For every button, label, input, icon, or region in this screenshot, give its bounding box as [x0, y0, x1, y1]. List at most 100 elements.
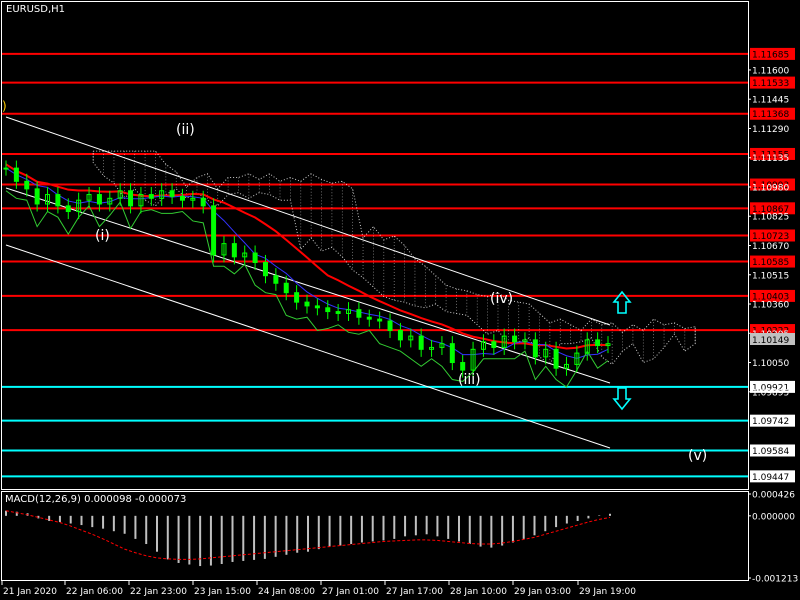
ichimoku-cloud	[92, 150, 696, 366]
x-tick-label: 22 Jan 23:00	[130, 587, 187, 597]
candle-body	[76, 199, 82, 213]
candle-body	[532, 339, 538, 358]
resistance-label-box	[750, 147, 795, 160]
candle-body	[190, 197, 196, 201]
y-tick-label: 1.11135	[752, 154, 789, 164]
candle-body	[252, 252, 258, 263]
resistance-label: 1.10585	[752, 258, 789, 268]
y-tick-label: 1.11445	[752, 96, 789, 106]
down-arrow-icon	[612, 387, 632, 411]
candle-body	[45, 194, 51, 205]
x-tick-label: 29 Jan 03:00	[514, 587, 571, 597]
macd-tick-label: 0.000000	[752, 512, 795, 522]
candle-body	[273, 275, 279, 284]
current-price-label: 1.10149	[752, 336, 789, 346]
candle-body	[65, 205, 71, 213]
wave-label-ii: (ii)	[176, 122, 195, 138]
macd-tick-label: 0.000426	[752, 491, 795, 501]
candle-body	[335, 311, 341, 314]
support-label-box	[750, 470, 795, 483]
candle-body	[377, 318, 383, 322]
wave-label-i: (i)	[95, 228, 110, 244]
resistance-label-box	[750, 178, 795, 191]
y-tick-label: 1.10980	[752, 183, 789, 193]
x-tick-label: 21 Jan 2020	[3, 587, 57, 597]
candle-body	[605, 343, 611, 347]
wave-label-v: (v)	[688, 448, 707, 464]
support-label: 1.09742	[752, 417, 789, 427]
candle-body	[460, 362, 466, 371]
candle-body	[55, 194, 61, 207]
resistance-label-box	[750, 76, 795, 89]
candle-body	[107, 197, 113, 205]
candle-body	[397, 329, 403, 341]
moving-averages	[5, 163, 609, 388]
candle-body	[24, 180, 30, 190]
candle-body	[221, 243, 227, 256]
support-label: 1.09447	[752, 473, 789, 483]
candle-body	[512, 335, 518, 343]
resistance-label-box	[750, 229, 795, 242]
x-tick-label: 22 Jan 06:00	[66, 587, 123, 597]
x-tick-label: 29 Jan 19:00	[579, 587, 636, 597]
candle-body	[356, 309, 362, 318]
resistance-label: 1.10222	[752, 327, 789, 337]
channel-lower-line	[5, 244, 611, 449]
channel-middle-line	[5, 187, 611, 384]
x-tick-label: 27 Jan 01:00	[322, 587, 379, 597]
resistance-label-box	[750, 255, 795, 268]
resistance-lines	[2, 52, 748, 332]
support-label-box	[750, 414, 795, 427]
x-tick-label: 28 Jan 10:00	[450, 587, 507, 597]
candle-body	[408, 335, 414, 341]
candle-body	[211, 205, 217, 256]
candle-body	[138, 194, 144, 207]
support-label-box	[750, 380, 795, 393]
candle-body	[96, 194, 102, 205]
candle-body	[242, 252, 248, 258]
y-tick-label: 1.11600	[752, 66, 789, 76]
candle-body	[294, 292, 300, 303]
level-price-labels: 1.11685 1.11533 1.11368 1.11155 1.10993 1.108…	[750, 47, 795, 483]
candle-body	[86, 194, 92, 201]
macd-panel-border	[1, 491, 749, 581]
support-label: 1.09921	[752, 383, 789, 393]
candle-body	[231, 243, 237, 258]
current-price-marker: 1.10149	[750, 333, 795, 346]
wave-label-iv: (iv)	[490, 291, 513, 307]
y-tick-label: 1.10050	[752, 359, 789, 369]
candle-body	[429, 346, 435, 350]
candle-body	[314, 305, 320, 309]
x-tick-label: 24 Jan 08:00	[258, 587, 315, 597]
macd-label: MACD(12,26,9) 0.000098 -0.000073	[5, 494, 186, 505]
candle-body	[491, 341, 497, 348]
resistance-label-box	[750, 107, 795, 120]
resistance-label: 1.10867	[752, 205, 789, 215]
y-tick-label: 1.10515	[752, 271, 789, 281]
y-tick-label: 1.10360	[752, 301, 789, 311]
candle-body	[148, 194, 154, 199]
resistance-label: 1.10723	[752, 232, 789, 242]
resistance-label: 1.10993	[752, 181, 789, 191]
candle-body	[470, 348, 476, 371]
cloud-outline	[92, 150, 696, 366]
candle-body	[325, 307, 331, 313]
candle-body	[387, 320, 393, 331]
candle-body	[169, 190, 175, 197]
candle-body	[3, 167, 9, 170]
candle-body	[117, 190, 123, 199]
candle-body	[283, 282, 289, 294]
resistance-label: 1.11685	[752, 50, 789, 60]
macd-signal-line	[5, 510, 611, 560]
main-chart-border	[1, 1, 749, 490]
x-tick-label: 23 Jan 15:00	[194, 587, 251, 597]
macd-tick-label: -0.001213	[752, 575, 798, 585]
candle-body	[262, 261, 268, 277]
y-tick-label: 1.10670	[752, 242, 789, 252]
x-axis-ticks: 21 Jan 2020 22 Jan 06:00 22 Jan 23:00 23 Ja…	[1, 581, 636, 597]
candle-body	[584, 339, 590, 354]
support-label: 1.09584	[752, 447, 789, 457]
candle-body	[553, 348, 559, 369]
candle-body	[574, 352, 580, 365]
